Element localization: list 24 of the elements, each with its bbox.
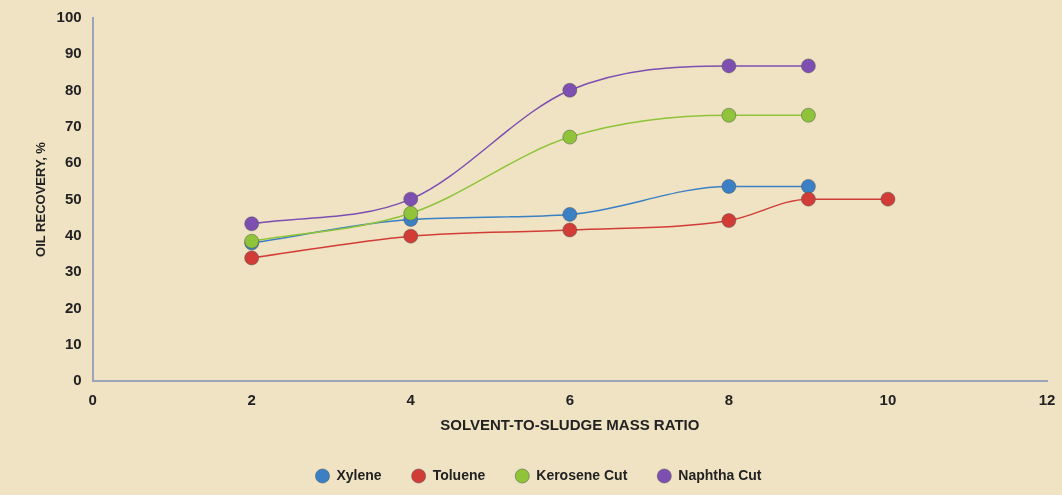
x-tick-label: 4 xyxy=(406,391,416,409)
y-tick-label: 90 xyxy=(64,44,82,62)
y-tick-label: 40 xyxy=(64,225,82,243)
y-tick-label: 0 xyxy=(73,371,82,389)
x-tick-label: 2 xyxy=(247,391,256,409)
y-tick-label: 50 xyxy=(64,189,82,207)
y-tick-label: 30 xyxy=(64,262,82,280)
x-tick-label: 12 xyxy=(1038,391,1056,409)
y-tick-label: 70 xyxy=(64,117,82,135)
legend-label: Xylene xyxy=(336,466,382,483)
y-tick-label: 100 xyxy=(56,8,82,26)
y-tick-label: 80 xyxy=(64,80,82,98)
y-axis-title: OIL RECOVERY, % xyxy=(33,141,49,257)
x-tick-label: 10 xyxy=(879,391,897,409)
legend-label: Kerosene Cut xyxy=(536,466,628,483)
y-tick-label: 10 xyxy=(64,334,82,352)
x-tick-label: 8 xyxy=(724,391,734,409)
legend-label: Naphtha Cut xyxy=(678,466,762,483)
x-tick-label: 6 xyxy=(565,391,574,409)
y-tick-label: 60 xyxy=(64,153,82,171)
y-tick-label: 20 xyxy=(64,298,82,316)
legend-label: Toluene xyxy=(432,466,486,483)
x-tick-label: 0 xyxy=(88,391,97,409)
x-axis-title: SOLVENT-TO-SLUDGE MASS RATIO xyxy=(440,416,700,434)
